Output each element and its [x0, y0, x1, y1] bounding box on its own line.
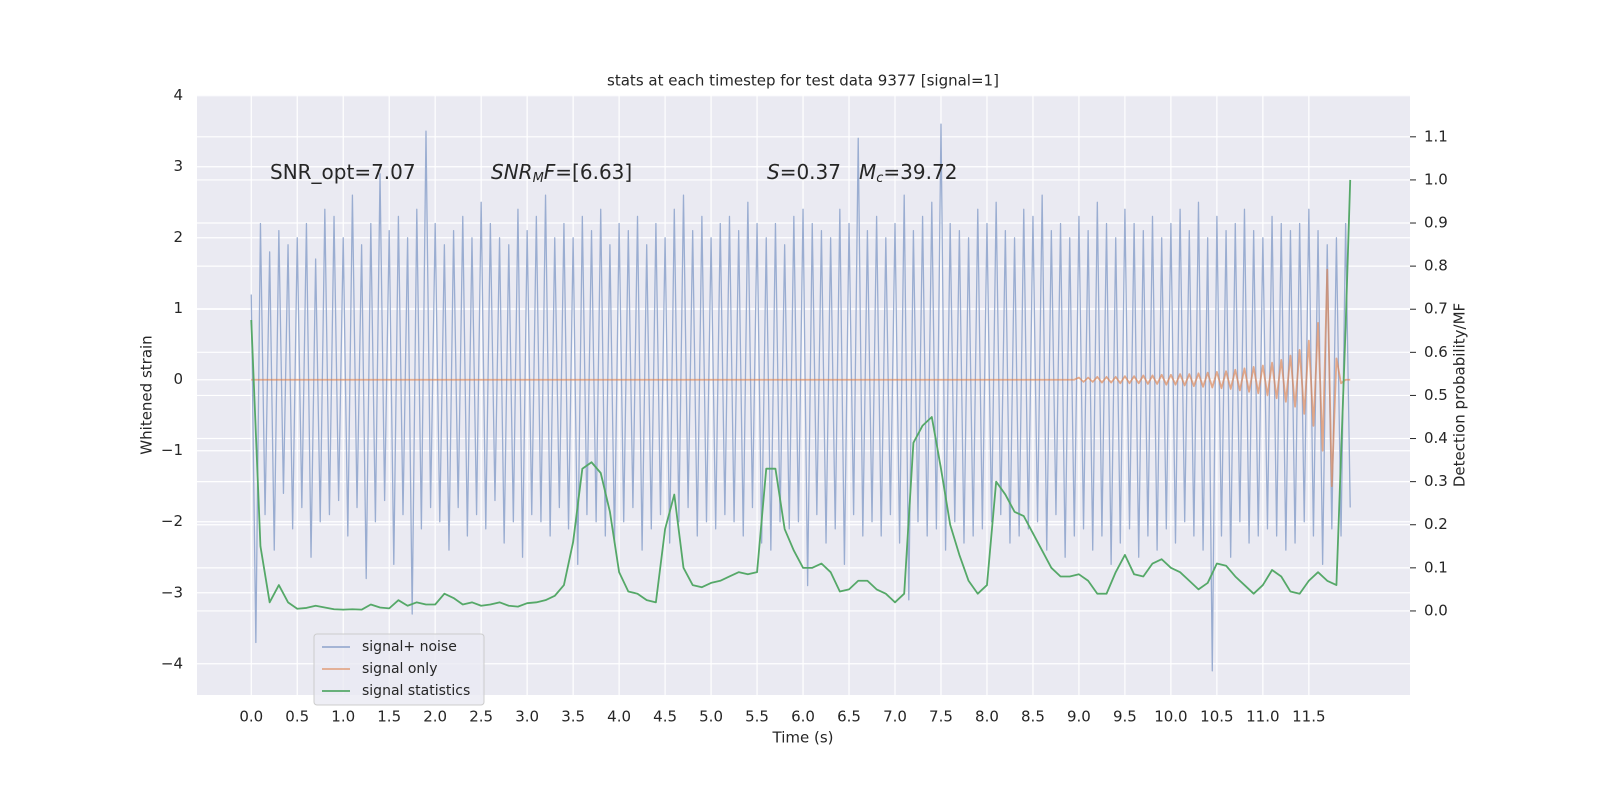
y2-tick-label: 0.2: [1424, 515, 1448, 533]
y-tick-label: 2: [173, 228, 183, 246]
series-line: [250, 179, 1352, 611]
legend-label: signal+ noise: [362, 639, 457, 655]
x-tick-label: 11.0: [1246, 708, 1279, 726]
marks: [250, 123, 1352, 672]
x-tick-label: 2.0: [423, 708, 447, 726]
x-tick-label: 0.0: [239, 708, 263, 726]
x-tick-label: 4.0: [607, 708, 631, 726]
y2-tick-label: 0.4: [1424, 429, 1448, 447]
annotation: S=0.37: [767, 160, 841, 184]
legend-box: [313, 633, 485, 706]
x-tick-label: 11.5: [1292, 708, 1325, 726]
x-tick-label: 10.5: [1200, 708, 1233, 726]
chart-title: stats at each timestep for test data 937…: [607, 72, 999, 90]
y2-tick-label: 0.1: [1424, 558, 1448, 576]
y-tick-label: 1: [173, 299, 183, 317]
series-line: [250, 123, 1351, 672]
y2-tick-label: 0.5: [1424, 386, 1448, 404]
x-tick-label: 10.0: [1154, 708, 1187, 726]
y-axis-label: Whitened strain: [138, 335, 156, 454]
y2-tick-label: 0.9: [1424, 214, 1448, 232]
annotation-part: =[6.63]: [555, 160, 632, 184]
y-tick-label: 0: [173, 370, 183, 388]
texts: 0.0 0.5 1.0 1.5 2.0 2.5 3.0 3.5 4.0 4.5 5.0 5.5 6.0 6…: [161, 86, 1448, 725]
annotation-part: =0.37: [780, 160, 841, 184]
annotation-part: F: [544, 160, 556, 184]
x-tick-label: 7.0: [883, 708, 907, 726]
x-tick-label: 7.5: [929, 708, 953, 726]
x-tick-label: 3.0: [515, 708, 539, 726]
y2-tick-label: 0.0: [1424, 601, 1448, 619]
annotation: SNR_opt=7.07: [270, 160, 416, 184]
x-tick-label: 1.0: [331, 708, 355, 726]
x-tick-label: 2.5: [469, 708, 493, 726]
annotation-part: =39.72: [883, 160, 957, 184]
annotation: SNRMF=[6.63]: [491, 160, 632, 186]
x-tick-label: 1.5: [377, 708, 401, 726]
legend-label: signal only: [362, 661, 437, 677]
annotation-part: M: [859, 160, 876, 184]
x-tick-label: 3.5: [561, 708, 585, 726]
x-tick-label: 9.5: [1113, 708, 1137, 726]
annotation-part: M: [533, 171, 544, 186]
x-tick-label: 4.5: [653, 708, 677, 726]
legend-label: signal statistics: [362, 683, 470, 699]
x-tick-label: 5.0: [699, 708, 723, 726]
y-tick-label: −1: [161, 441, 183, 459]
series-line: [251, 268, 1351, 488]
y-tick-label: 3: [173, 157, 183, 175]
y-tick-label: −4: [161, 654, 183, 672]
x-tick-label: 8.5: [1021, 708, 1045, 726]
y-tick-label: −2: [161, 512, 183, 530]
y2-tick-label: 0.6: [1424, 343, 1448, 361]
x-tick-label: 9.0: [1067, 708, 1091, 726]
x-tick-label: 6.5: [837, 708, 861, 726]
y-tick-label: 4: [173, 86, 183, 104]
y-tick-label: −3: [161, 583, 183, 601]
x-tick-label: 6.0: [791, 708, 815, 726]
y2-tick-label: 0.7: [1424, 300, 1448, 318]
annotation: Mc=39.72: [859, 160, 957, 186]
y2-tick-label: 0.3: [1424, 472, 1448, 490]
annotation-part: c: [876, 171, 883, 186]
y2-tick-label: 1.0: [1424, 170, 1448, 188]
annotation-part: SNR: [491, 160, 533, 184]
x-tick-label: 8.0: [975, 708, 999, 726]
x-tick-label: 5.5: [745, 708, 769, 726]
annotation-part: S: [767, 160, 780, 184]
annotation-part: SNR_opt=7.07: [270, 160, 416, 184]
x-axis-label: Time (s): [772, 729, 834, 747]
y2-tick-label: 1.1: [1424, 127, 1448, 145]
y2-axis-label: Detection probability/MF: [1451, 303, 1469, 487]
x-tick-label: 0.5: [285, 708, 309, 726]
y2-tick-label: 0.8: [1424, 257, 1448, 275]
